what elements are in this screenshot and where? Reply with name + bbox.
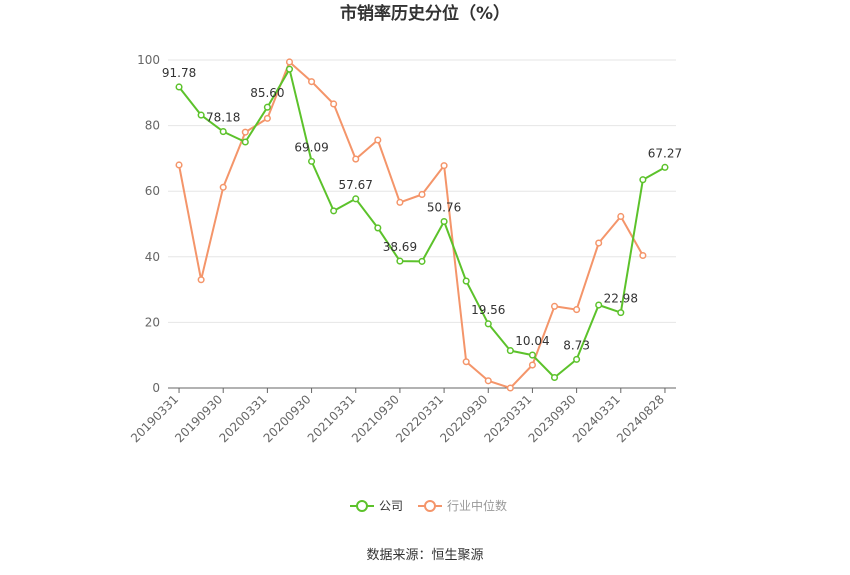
series-layer xyxy=(175,58,669,392)
data-point xyxy=(285,58,294,66)
data-label: 67.27 xyxy=(648,146,682,160)
legend-swatch-icon xyxy=(424,500,436,512)
data-point xyxy=(352,195,360,203)
data-point xyxy=(241,138,249,146)
data-point xyxy=(528,361,536,369)
data-point xyxy=(418,190,426,199)
data-label: 10.04 xyxy=(515,334,549,348)
y-tick-label: 60 xyxy=(145,184,160,198)
data-point xyxy=(330,207,338,215)
data-point xyxy=(506,384,514,392)
chart-title: 市销率历史分位（%） xyxy=(340,3,510,24)
data-point xyxy=(374,224,382,232)
source-note: 数据来源：恒生聚源 xyxy=(366,548,483,563)
data-point xyxy=(550,302,559,310)
data-label: 91.78 xyxy=(162,66,196,80)
data-point xyxy=(263,103,271,111)
data-point xyxy=(639,251,647,260)
y-tick-label: 40 xyxy=(145,250,160,264)
data-label: 22.98 xyxy=(604,292,638,306)
legend-label: 行业中位数 xyxy=(447,498,507,513)
legend-item-1: 行业中位数 xyxy=(418,498,507,513)
x-tick-label: 20240828 xyxy=(614,392,667,445)
data-point xyxy=(484,320,492,328)
series-line xyxy=(178,68,666,379)
data-point xyxy=(462,358,470,366)
legend-label: 公司 xyxy=(379,499,403,513)
data-point xyxy=(396,257,404,265)
data-point xyxy=(639,176,647,184)
data-point xyxy=(197,111,205,119)
data-point xyxy=(396,198,404,206)
data-label: 8.73 xyxy=(563,338,590,352)
data-point xyxy=(219,183,227,191)
data-label: 50.76 xyxy=(427,201,461,215)
data-point xyxy=(308,157,316,165)
data-point xyxy=(573,355,581,363)
legend: 公司 行业中位数 xyxy=(350,498,507,513)
data-point xyxy=(418,257,426,265)
data-label: 78.18 xyxy=(206,111,240,125)
data-point xyxy=(506,347,514,355)
data-point xyxy=(617,212,625,221)
data-point xyxy=(528,351,536,359)
data-point xyxy=(661,163,669,171)
y-tick-label: 100 xyxy=(137,53,160,67)
data-point xyxy=(617,309,625,317)
data-label: 85.60 xyxy=(250,86,284,100)
data-point xyxy=(440,162,448,170)
data-point xyxy=(374,136,382,144)
data-labels: 91.78 78.18 85.60 69.09 57.67 38.69 50.76 19.56… xyxy=(162,66,682,352)
legend-swatch-icon xyxy=(356,500,368,512)
data-point xyxy=(550,373,559,382)
y-tick-label: 20 xyxy=(145,315,160,329)
data-label: 38.69 xyxy=(383,240,417,254)
data-point xyxy=(263,114,271,122)
data-point xyxy=(352,155,360,163)
data-point xyxy=(440,217,448,226)
data-point xyxy=(308,78,316,86)
data-point xyxy=(595,301,603,309)
data-point xyxy=(197,276,205,284)
y-tick-label: 80 xyxy=(145,119,160,133)
data-point xyxy=(595,239,603,247)
data-point xyxy=(330,100,338,108)
data-point xyxy=(462,277,470,285)
data-label: 19.56 xyxy=(471,303,505,317)
data-point xyxy=(285,65,294,73)
y-tick-label: 0 xyxy=(152,381,160,395)
data-point xyxy=(241,128,249,136)
data-point xyxy=(175,161,183,169)
data-point xyxy=(573,306,581,314)
data-point xyxy=(175,83,183,91)
data-point xyxy=(484,377,492,385)
data-point xyxy=(219,128,227,136)
legend-item-0: 公司 xyxy=(350,499,403,513)
series-0 xyxy=(175,65,669,382)
data-label: 57.67 xyxy=(339,178,373,192)
data-label: 69.09 xyxy=(294,140,328,154)
